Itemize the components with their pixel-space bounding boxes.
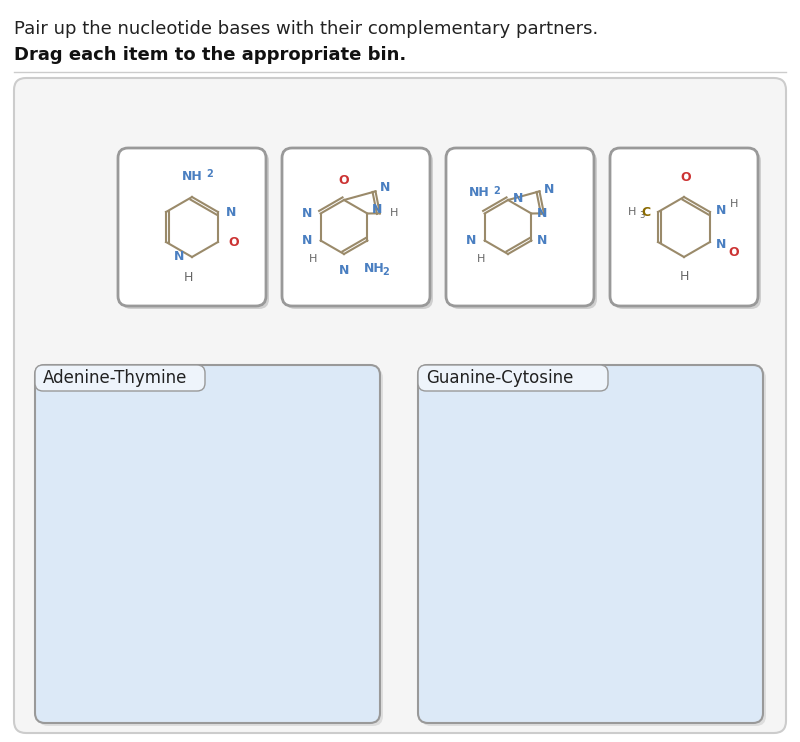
Text: N: N <box>543 183 554 196</box>
Text: N: N <box>536 207 546 220</box>
Text: O: O <box>681 171 691 184</box>
Text: O: O <box>228 235 238 249</box>
FancyBboxPatch shape <box>449 151 597 309</box>
Text: 2: 2 <box>206 169 213 179</box>
FancyBboxPatch shape <box>35 365 380 723</box>
Text: H: H <box>390 209 398 218</box>
FancyBboxPatch shape <box>14 78 786 733</box>
Text: 2: 2 <box>382 267 389 277</box>
Text: N: N <box>536 234 546 247</box>
FancyBboxPatch shape <box>285 151 433 309</box>
FancyBboxPatch shape <box>610 148 758 306</box>
Text: N: N <box>716 237 726 251</box>
FancyBboxPatch shape <box>118 148 266 306</box>
Text: N: N <box>371 203 382 216</box>
Text: N: N <box>716 203 726 217</box>
Text: 3: 3 <box>639 211 645 220</box>
FancyBboxPatch shape <box>282 148 430 306</box>
Text: NH: NH <box>364 262 385 275</box>
FancyBboxPatch shape <box>38 368 383 726</box>
Text: O: O <box>728 246 738 258</box>
FancyBboxPatch shape <box>418 365 608 391</box>
Text: C: C <box>641 206 650 218</box>
Text: N: N <box>302 234 313 247</box>
Text: Pair up the nucleotide bases with their complementary partners.: Pair up the nucleotide bases with their … <box>14 20 598 38</box>
FancyBboxPatch shape <box>446 148 594 306</box>
Text: N: N <box>174 251 184 263</box>
Text: Drag each item to the appropriate bin.: Drag each item to the appropriate bin. <box>14 46 406 64</box>
Text: H: H <box>309 255 317 264</box>
Text: H: H <box>679 270 689 283</box>
Text: NH: NH <box>470 186 490 200</box>
FancyBboxPatch shape <box>121 151 269 309</box>
FancyBboxPatch shape <box>421 368 766 726</box>
Text: O: O <box>338 174 350 187</box>
Text: 2: 2 <box>494 186 500 195</box>
FancyBboxPatch shape <box>35 365 205 391</box>
Text: NH: NH <box>182 170 202 183</box>
Text: H: H <box>730 199 738 209</box>
Text: N: N <box>513 191 523 205</box>
Text: H: H <box>477 255 485 264</box>
Text: N: N <box>226 206 236 218</box>
Text: N: N <box>379 181 390 194</box>
Text: N: N <box>339 264 349 277</box>
Text: H: H <box>628 207 636 217</box>
FancyBboxPatch shape <box>613 151 761 309</box>
Text: N: N <box>302 207 313 220</box>
Text: N: N <box>466 234 477 247</box>
Text: H: H <box>183 271 193 284</box>
Text: Adenine-Thymine: Adenine-Thymine <box>43 369 187 387</box>
FancyBboxPatch shape <box>418 365 763 723</box>
Text: Guanine-Cytosine: Guanine-Cytosine <box>426 369 574 387</box>
